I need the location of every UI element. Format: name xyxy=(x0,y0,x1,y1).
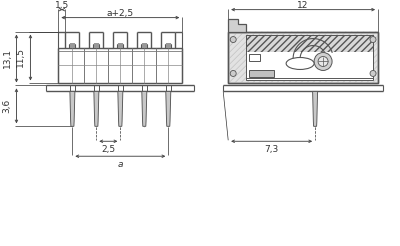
Text: a+2,5: a+2,5 xyxy=(107,9,134,18)
Text: 2,5: 2,5 xyxy=(101,145,116,154)
Text: 13,1: 13,1 xyxy=(2,48,12,68)
Polygon shape xyxy=(94,43,99,47)
Polygon shape xyxy=(246,34,373,80)
Circle shape xyxy=(370,37,376,43)
Polygon shape xyxy=(142,43,147,47)
Text: 11,5: 11,5 xyxy=(16,47,26,67)
Polygon shape xyxy=(166,92,171,126)
Polygon shape xyxy=(166,43,171,47)
Circle shape xyxy=(230,70,236,77)
Polygon shape xyxy=(249,54,260,62)
Polygon shape xyxy=(142,92,147,126)
Circle shape xyxy=(314,52,332,70)
Polygon shape xyxy=(246,51,373,78)
Text: 1,5: 1,5 xyxy=(55,1,69,10)
Polygon shape xyxy=(246,34,373,51)
Circle shape xyxy=(370,70,376,77)
Text: 3,6: 3,6 xyxy=(2,99,12,113)
Polygon shape xyxy=(118,92,123,126)
Polygon shape xyxy=(249,70,274,77)
Polygon shape xyxy=(118,43,123,47)
Polygon shape xyxy=(70,43,75,47)
Polygon shape xyxy=(70,92,75,126)
Polygon shape xyxy=(94,92,99,126)
Polygon shape xyxy=(228,31,378,83)
Text: 7,3: 7,3 xyxy=(264,145,279,154)
Ellipse shape xyxy=(286,58,314,69)
Polygon shape xyxy=(228,19,246,31)
Circle shape xyxy=(318,57,328,66)
Text: a: a xyxy=(118,160,123,169)
Polygon shape xyxy=(313,92,318,126)
Text: 12: 12 xyxy=(298,1,309,10)
Circle shape xyxy=(230,37,236,43)
